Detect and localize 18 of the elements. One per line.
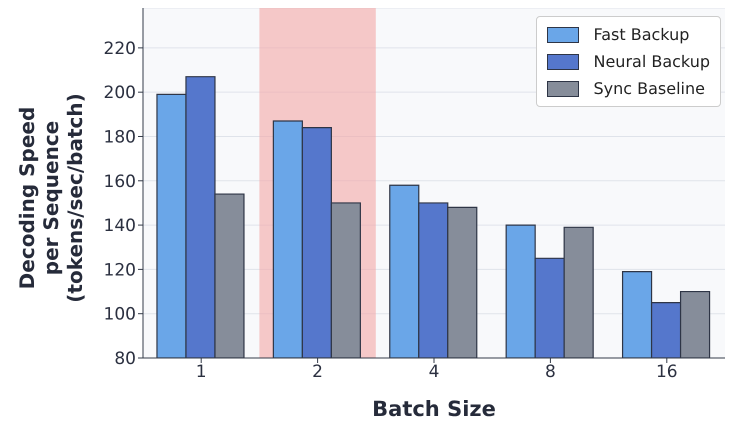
y-tick-label: 140 — [104, 216, 136, 236]
y-tick-label: 160 — [104, 172, 136, 192]
y-tick-label: 220 — [104, 38, 136, 59]
legend-label: Fast Backup — [593, 24, 690, 46]
legend-label: Sync Baseline — [593, 78, 705, 100]
x-tick-label: 4 — [428, 362, 440, 382]
y-tick-label: 120 — [104, 260, 136, 280]
y-tick-label: 200 — [104, 83, 136, 104]
y-tick-label: 100 — [104, 304, 136, 325]
x-axis-title: Batch Size — [372, 397, 496, 421]
x-tick-label: 2 — [312, 362, 324, 382]
y-tick-label: 180 — [104, 128, 136, 148]
legend-label: Neural Backup — [593, 51, 710, 73]
x-tick-label: 1 — [196, 362, 207, 382]
x-tick-label: 16 — [656, 362, 678, 382]
y-tick-label: 80 — [114, 349, 136, 370]
y-axis-title: Decoding Speed per Sequence (tokens/sec/batch) — [15, 93, 87, 303]
x-tick-label: 8 — [544, 362, 556, 382]
